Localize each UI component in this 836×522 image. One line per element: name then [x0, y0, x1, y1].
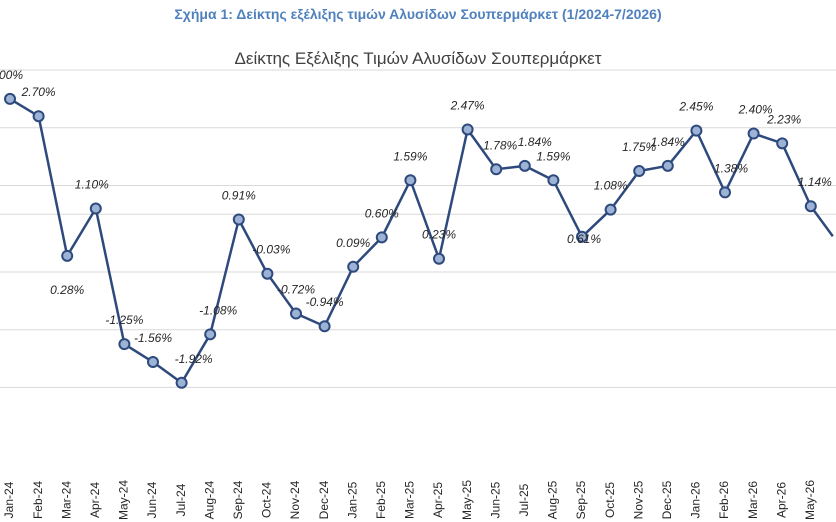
data-point-Feb-26 [719, 186, 731, 199]
x-tick-Jul-25: Jul-25 [517, 483, 531, 516]
x-tick-Apr-24: Apr-24 [88, 482, 102, 518]
data-point-Oct-25 [604, 203, 617, 216]
x-tick-Sep-24: Sep-24 [231, 480, 245, 519]
data-label-Jun-24: -1.56% [134, 331, 172, 345]
data-label-Nov-24: -0.72% [277, 283, 315, 297]
data-labels: 3.00% 2.70% 0.28% 1.10% -1.25% -1.56%-1.92% -1… [0, 68, 832, 366]
x-tick-Feb-25: Feb-25 [374, 481, 388, 519]
data-label-Jan-25: 0.09% [336, 236, 370, 250]
data-label-Mar-26: 2.40% [738, 103, 773, 117]
data-point-Mar-24 [61, 249, 74, 262]
data-label-May-26: 1.14% [798, 175, 832, 189]
x-axis-ticks: Jan-24 Feb-24 Mar-24 Apr-24 May-24 Jun-24 Jul-… [2, 480, 817, 520]
data-point-Jun-24 [147, 356, 159, 369]
data-point-Oct-24 [261, 267, 274, 280]
data-label-Apr-24: 1.10% [75, 178, 109, 192]
x-tick-Dec-25: Dec-25 [660, 480, 674, 519]
data-markers [4, 92, 817, 389]
data-point-Feb-25 [375, 231, 388, 244]
data-point-May-24 [118, 338, 131, 351]
data-label-Feb-26: 1.38% [714, 161, 748, 175]
x-tick-Feb-24: Feb-24 [31, 481, 45, 519]
data-point-Aug-25 [547, 174, 560, 187]
x-tick-Aug-24: Aug-24 [202, 480, 216, 519]
x-tick-Nov-25: Nov-25 [631, 480, 645, 519]
data-point-May-26 [804, 200, 817, 213]
data-point-Aug-24 [204, 328, 217, 341]
data-label-Jun-25: 1.78% [483, 138, 517, 152]
data-label-Mar-24: 0.28% [50, 283, 84, 297]
x-tick-Nov-24: Nov-24 [288, 480, 302, 519]
data-label-Aug-24: -1.08% [199, 303, 237, 317]
x-tick-May-25: May-25 [460, 480, 474, 520]
data-label-Jul-25: 1.84% [518, 135, 552, 149]
x-tick-Jun-25: Jun-25 [488, 481, 502, 518]
data-label-Mar-25: 1.59% [393, 149, 427, 163]
data-label-Feb-24: 2.70% [21, 85, 56, 99]
x-tick-Oct-24: Oct-24 [260, 482, 274, 518]
data-label-Apr-26: 2.23% [766, 112, 801, 126]
data-label-Sep-25: 0.61% [567, 232, 601, 246]
x-tick-May-26: May-26 [803, 480, 817, 520]
data-label-May-25: 2.47% [450, 98, 485, 112]
data-label-Dec-25: 1.84% [651, 135, 685, 149]
x-tick-Jan-26: Jan-26 [689, 481, 703, 518]
data-point-Jan-25 [347, 260, 360, 273]
data-point-Apr-26 [776, 137, 789, 150]
data-point-Jul-24 [175, 376, 188, 389]
data-point-Dec-24 [318, 320, 331, 333]
chart-title: Δείκτης Εξέλιξης Τιμών Αλυσίδων Σουπερμά… [235, 49, 602, 68]
data-label-Apr-25: 0.23% [422, 228, 456, 242]
data-point-Sep-25 [576, 230, 588, 243]
data-label-Sep-24: 0.91% [222, 188, 256, 202]
x-tick-Sep-25: Sep-25 [574, 480, 588, 519]
data-label-Jan-26: 2.45% [678, 100, 713, 114]
data-label-May-24: -1.25% [105, 313, 143, 327]
x-tick-Oct-25: Oct-25 [603, 482, 617, 518]
data-label-Nov-25: 1.75% [622, 140, 656, 154]
data-label-Aug-25: 1.59% [536, 149, 570, 163]
x-tick-Mar-26: Mar-26 [746, 481, 760, 519]
x-tick-Dec-24: Dec-24 [317, 480, 331, 519]
data-label-Jul-24: -1.92% [175, 352, 213, 366]
x-tick-Feb-26: Feb-26 [717, 481, 731, 519]
data-point-Jan-24 [4, 92, 16, 105]
data-point-Sep-24 [232, 213, 245, 226]
x-tick-Jan-25: Jan-25 [345, 481, 359, 518]
gridlines [0, 69, 836, 388]
data-point-Dec-25 [661, 159, 674, 172]
x-tick-Jun-24: Jun-24 [145, 481, 159, 518]
data-point-Nov-25 [633, 165, 646, 178]
data-point-Mar-26 [747, 127, 760, 140]
data-label-Oct-24: -0.03% [252, 243, 290, 257]
data-point-Apr-24 [89, 202, 102, 215]
data-point-Jul-25 [518, 159, 531, 172]
x-tick-Jan-24: Jan-24 [2, 481, 16, 518]
data-label-Dec-24: -0.94% [306, 295, 344, 309]
data-label-Feb-25: 0.60% [365, 206, 399, 220]
x-tick-Aug-25: Aug-25 [546, 480, 560, 519]
data-point-Jun-25 [490, 163, 503, 176]
data-point-Nov-24 [290, 307, 302, 320]
figure-caption: Σχήμα 1: Δείκτης εξέλιξης τιμών Αλυσίδων… [174, 6, 662, 22]
x-tick-Apr-25: Apr-25 [431, 482, 445, 518]
data-point-May-25 [461, 123, 474, 136]
x-tick-Mar-24: Mar-24 [59, 481, 73, 519]
data-point-Feb-24 [32, 110, 45, 123]
data-point-Apr-25 [433, 252, 445, 265]
x-tick-Mar-25: Mar-25 [403, 481, 417, 519]
data-point-Mar-25 [404, 174, 417, 187]
x-tick-May-24: May-24 [117, 480, 131, 520]
data-point-Jan-26 [690, 124, 703, 137]
data-label-Jan-24: 3.00% [0, 68, 23, 82]
data-label-Oct-25: 1.08% [594, 179, 628, 193]
x-tick-Jul-24: Jul-24 [174, 483, 188, 516]
x-tick-Apr-26: Apr-26 [774, 482, 788, 518]
